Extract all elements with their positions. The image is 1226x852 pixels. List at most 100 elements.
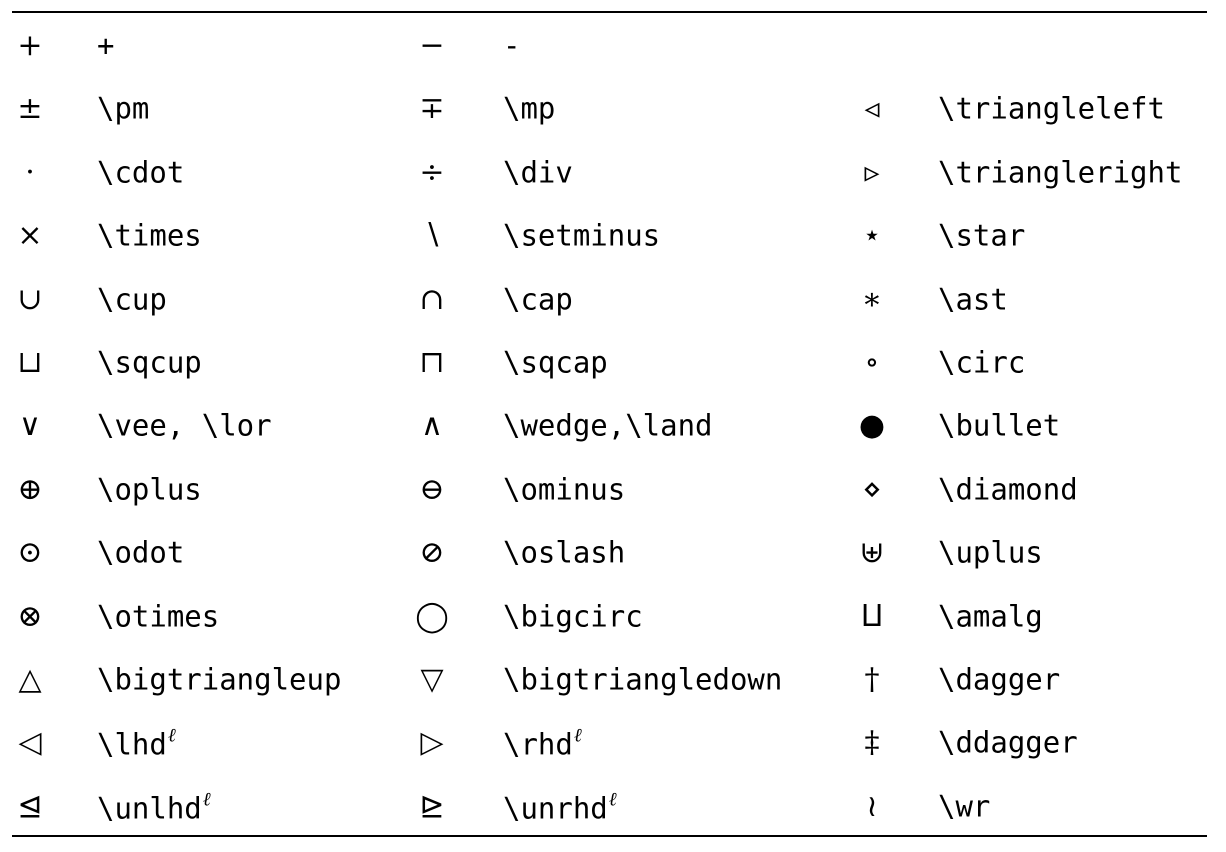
math-symbol: ⋆ (862, 218, 882, 254)
latex-command-text: \triangleright (938, 155, 1183, 190)
latex-command-text: \uplus (938, 535, 1043, 570)
latex-command-text: \circ (938, 345, 1026, 380)
latex-command: \ast (938, 285, 1008, 314)
latex-command-text: \oslash (503, 535, 626, 570)
latex-command: \cap (503, 285, 573, 314)
latex-command-text: \diamond (938, 472, 1078, 507)
math-symbol: ◃ (864, 91, 880, 127)
math-symbol: − (419, 28, 445, 63)
math-symbol: · (25, 154, 35, 190)
latex-command: \otimes (97, 602, 219, 631)
math-symbol: ⊕ (17, 471, 43, 507)
math-symbol: ● (858, 408, 886, 444)
math-symbol: ▽ (420, 662, 444, 697)
latex-command-text: \otimes (97, 599, 220, 634)
latex-command-text: \bullet (938, 408, 1061, 443)
math-symbol: ⊵ (419, 788, 445, 824)
table-bottom-rule (12, 835, 1207, 837)
latex-command: \vee, \lor (97, 408, 272, 443)
latex-command: \sqcup (97, 345, 202, 380)
latex-command-text: \star (938, 218, 1026, 253)
math-symbol: × (17, 218, 43, 254)
latex-command: \ddagger (938, 725, 1078, 760)
latex-command: \wr (938, 792, 990, 821)
latex-command-text: \ominus (503, 472, 626, 507)
latex-command-text: \sqcup (97, 345, 202, 380)
table-top-rule (12, 11, 1207, 13)
latex-command-text: \triangleleft (938, 91, 1165, 126)
math-symbol: ⊓ (419, 345, 445, 380)
latex-command: \sqcap (503, 345, 608, 380)
latex-command: \amalg (938, 602, 1043, 631)
latex-command-text: \cdot (97, 155, 185, 190)
latex-command: + (97, 28, 115, 63)
latex-command-text: \odot (97, 535, 185, 570)
latex-command-text: \rhd (503, 727, 573, 762)
latex-command: \oslash (503, 535, 626, 570)
latex-command-text: \lhd (97, 727, 167, 762)
math-symbol: ⊘ (419, 535, 445, 571)
math-symbol: ∪ (17, 281, 43, 317)
latex-command-text: \bigtriangleup (97, 662, 342, 697)
math-symbol: ⨿ (861, 598, 883, 634)
latex-command-text: \dagger (938, 662, 1061, 697)
math-symbol: ⊗ (17, 598, 43, 634)
latex-command-text: \wr (938, 789, 991, 824)
latex-command: \ominus (503, 475, 625, 504)
latex-command: \odot (97, 535, 185, 570)
latex-command: - (503, 28, 521, 63)
math-symbol: ÷ (419, 154, 445, 190)
latex-command-text: \ddagger (938, 725, 1078, 760)
latex-command: \uplus (938, 535, 1043, 570)
latex-command-text: \wedge,\land (503, 408, 713, 443)
latex-command-text: \unlhd (97, 791, 202, 826)
math-symbol: ∗ (861, 281, 883, 317)
latex-command: \circ (938, 345, 1026, 380)
latex-command-text: \unrhd (503, 791, 608, 826)
latex-command: \triangleleft (938, 91, 1165, 126)
latex-command-text: \amalg (938, 599, 1043, 634)
latex-command: \triangleright (938, 158, 1182, 187)
latex-command-text: \bigtriangledown (503, 662, 783, 697)
math-symbol: ⊙ (17, 535, 43, 571)
math-symbol: ∩ (419, 281, 445, 317)
latex-command: \bigcirc (503, 602, 643, 631)
latex-command: \lhdℓ (97, 724, 176, 762)
latex-command-text: + (97, 28, 115, 63)
latex-command-text: \cup (97, 282, 167, 317)
math-symbol: ⊴ (17, 788, 43, 824)
latex-command: \setminus (503, 218, 661, 253)
latex-command-text: - (503, 28, 521, 63)
latex-command: \wedge,\land (503, 408, 713, 443)
latex-command: \pm (97, 94, 149, 124)
latex-command: \oplus (97, 475, 202, 504)
latex-command-text: \sqcap (503, 345, 608, 380)
math-symbol: ∓ (419, 91, 445, 127)
latex-command: \star (938, 218, 1026, 253)
math-symbol: ∨ (19, 408, 41, 444)
math-symbol: + (17, 28, 43, 63)
latexsym-superscript: ℓ (608, 788, 617, 811)
math-symbol: ⊔ (17, 345, 43, 380)
math-symbol: ⊎ (859, 535, 885, 571)
latex-command-text: \div (503, 155, 573, 190)
math-symbol: ◁ (18, 725, 42, 761)
math-symbol: ∖ (422, 218, 442, 254)
math-symbol: ▹ (864, 154, 880, 190)
math-symbol: ∘ (864, 345, 880, 380)
math-symbol: † (864, 662, 880, 697)
latex-command-text: \setminus (503, 218, 661, 253)
latexsym-superscript: ℓ (167, 724, 176, 747)
latex-command: \bigtriangleup (97, 662, 342, 697)
latex-command: \dagger (938, 662, 1061, 697)
math-symbol: ▷ (420, 725, 444, 761)
math-symbol: △ (18, 662, 42, 697)
latex-command: \diamond (938, 475, 1078, 504)
latex-command: \unrhdℓ (503, 790, 617, 823)
math-symbol: ∧ (421, 408, 443, 444)
latex-command-text: \oplus (97, 472, 202, 507)
latex-command-text: \vee, \lor (97, 408, 272, 443)
latex-command-text: \bigcirc (503, 599, 643, 634)
latex-command: \rhdℓ (503, 726, 582, 762)
latex-command: \times (97, 221, 202, 251)
